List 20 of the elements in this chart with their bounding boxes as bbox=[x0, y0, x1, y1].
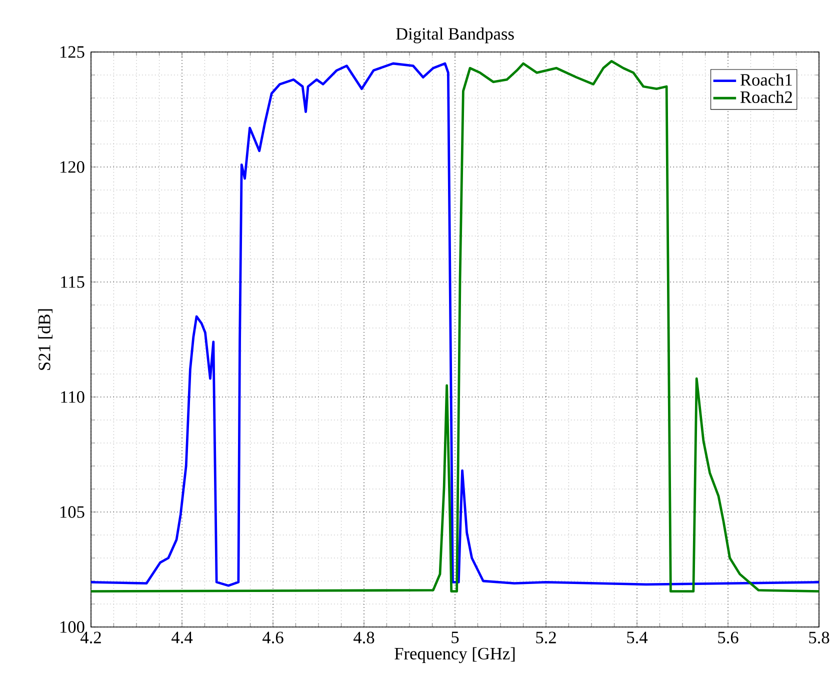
x-tick-label: 5 bbox=[452, 632, 459, 644]
x-tick-label: 5.6 bbox=[718, 632, 738, 644]
y-tick-label: 115 bbox=[61, 276, 84, 288]
x-tick-label: 4.8 bbox=[354, 632, 374, 644]
y-tick-label: 125 bbox=[60, 46, 84, 58]
chart-title: Digital Bandpass bbox=[396, 28, 514, 44]
y-tick-label: 105 bbox=[60, 506, 84, 518]
x-tick-label: 5.4 bbox=[627, 632, 648, 644]
x-tick-label: 4.6 bbox=[262, 632, 284, 644]
x-axis-title: Frequency [GHz] bbox=[394, 647, 515, 664]
x-tick-label: 5.2 bbox=[536, 632, 556, 644]
y-axis-title: S21 [dB] bbox=[38, 309, 52, 370]
x-tick-label: 5.8 bbox=[809, 632, 830, 644]
legend-label: Roach1 bbox=[740, 74, 792, 86]
legend-label: Roach2 bbox=[740, 90, 792, 104]
y-tick-label: 100 bbox=[60, 621, 84, 633]
y-tick-label: 120 bbox=[60, 161, 84, 173]
y-tick-label: 110 bbox=[61, 391, 84, 403]
x-tick-label: 4.2 bbox=[80, 632, 101, 644]
x-tick-label: 4.4 bbox=[172, 632, 193, 644]
